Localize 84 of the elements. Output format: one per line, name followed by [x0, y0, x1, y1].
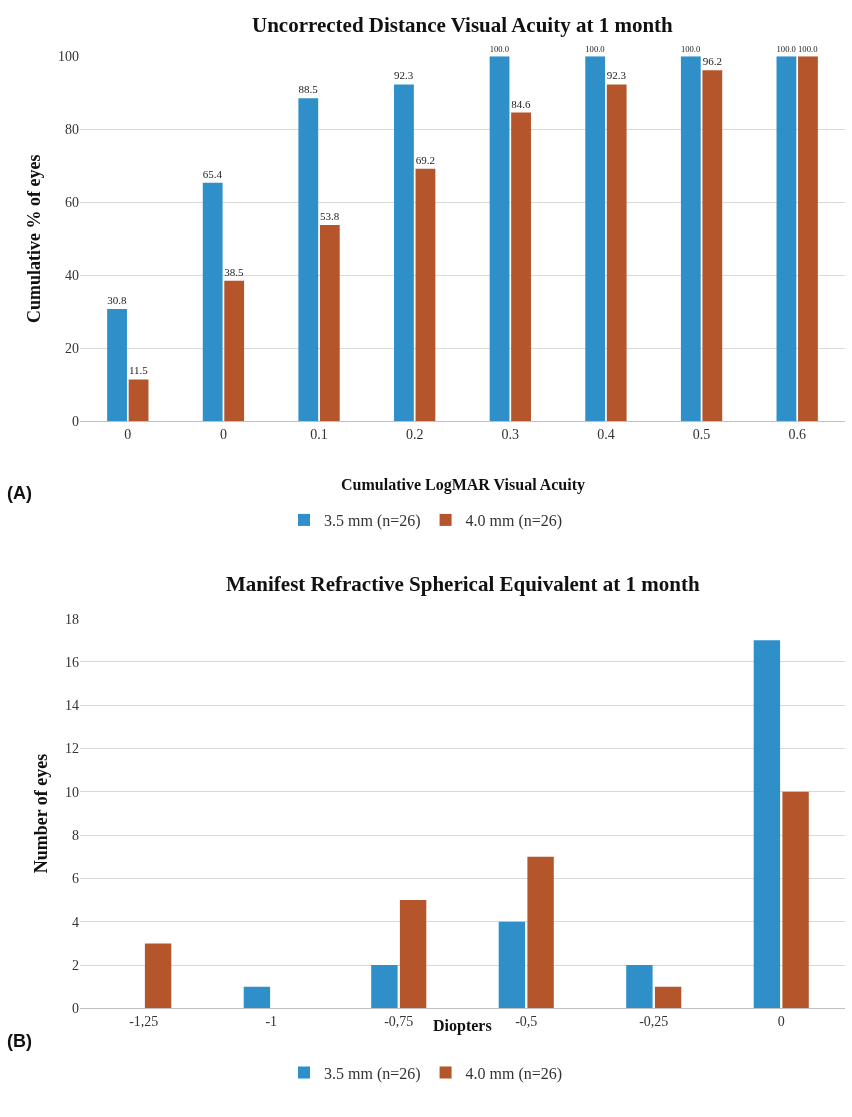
- data-label: 88.5: [298, 83, 319, 96]
- x-tick-label: -1: [265, 1014, 278, 1030]
- data-label: 65.4: [202, 167, 223, 180]
- bar: [527, 856, 554, 1009]
- bar: [511, 112, 531, 422]
- bar: [498, 921, 526, 1009]
- data-label: 100.0: [776, 43, 796, 54]
- bar: [144, 943, 172, 1009]
- bar: [626, 965, 653, 1009]
- bar: [415, 168, 436, 422]
- y-tick-label: 8: [72, 828, 79, 844]
- bar: [702, 70, 723, 422]
- data-label: 92.3: [394, 69, 414, 82]
- bar: [680, 56, 701, 422]
- data-label: 100.0: [680, 43, 701, 54]
- bar: [371, 965, 398, 1009]
- y-tick-label: 80: [65, 122, 79, 138]
- text: (B): [7, 1031, 32, 1051]
- bar: [319, 224, 340, 422]
- x-axis-title: Cumulative LogMAR Visual Acuity: [341, 476, 586, 494]
- y-tick-label: 60: [65, 195, 79, 211]
- x-tick-label: -1,25: [129, 1014, 159, 1030]
- y-tick-label: 100: [58, 49, 79, 65]
- legend-label: 4.0 mm (n=26): [465, 512, 563, 531]
- bar: [782, 791, 809, 1009]
- x-tick-label: 0.1: [310, 427, 328, 443]
- data-label: 30.8: [107, 293, 127, 306]
- data-label: 92.3: [606, 69, 627, 82]
- bar: [399, 900, 427, 1009]
- x-tick-label: 0.5: [692, 427, 711, 443]
- bar: [489, 56, 510, 422]
- data-label: 96.2: [702, 55, 722, 68]
- y-tick-label: 6: [72, 871, 79, 887]
- data-label: 69.2: [415, 153, 436, 166]
- x-tick-label: 0.2: [405, 427, 424, 443]
- chart-title: Manifest Refractive Spherical Equivalent at 1 month: [226, 572, 700, 596]
- bar: [394, 84, 414, 422]
- data-label: 100.0: [489, 43, 510, 54]
- data-label: 53.8: [319, 209, 340, 222]
- y-tick-label: 40: [65, 268, 79, 284]
- y-tick-label: 20: [65, 341, 79, 357]
- y-tick-label: 12: [65, 741, 79, 757]
- chart-title: Uncorrected Distance Visual Acuity at 1 month: [252, 13, 674, 37]
- text: (A): [7, 483, 32, 503]
- bar: [128, 379, 149, 422]
- bar: [224, 280, 245, 422]
- x-tick-label: 0.4: [597, 427, 615, 443]
- y-tick-label: 2: [72, 957, 79, 973]
- y-tick-label: 16: [65, 654, 79, 670]
- x-tick-label: -0,75: [384, 1014, 414, 1030]
- x-tick-label: 0: [777, 1014, 785, 1030]
- legend-label: 4.0 mm (n=26): [465, 1064, 563, 1083]
- bar: [298, 98, 319, 422]
- legend-label: 3.5 mm (n=26): [324, 512, 421, 531]
- bar: [202, 182, 223, 422]
- y-tick-label: 4: [72, 914, 79, 930]
- bar: [585, 56, 606, 422]
- data-label: 38.5: [224, 265, 245, 278]
- data-label: 100.0: [798, 43, 818, 54]
- x-tick-label: 0: [219, 427, 227, 443]
- x-axis-title: Diopters: [433, 1017, 492, 1035]
- bar: [753, 640, 781, 1009]
- y-tick-label: 0: [72, 414, 79, 430]
- y-axis-title: Number of eyes: [31, 753, 52, 874]
- legend-label: 3.5 mm (n=26): [324, 1064, 421, 1083]
- bar: [243, 986, 271, 1009]
- x-tick-label: 0.3: [501, 427, 520, 443]
- data-label: 84.6: [511, 97, 531, 110]
- x-tick-label: 0: [124, 427, 132, 443]
- y-axis-title: Cumulative % of eyes: [24, 154, 45, 324]
- bar: [606, 84, 627, 422]
- bar: [654, 986, 682, 1009]
- bar: [107, 308, 127, 422]
- bar: [798, 56, 818, 422]
- y-tick-label: 14: [65, 698, 79, 714]
- y-tick-label: 10: [65, 784, 79, 800]
- bar: [776, 56, 797, 422]
- x-tick-label: 0.6: [788, 427, 806, 443]
- x-tick-label: -0,5: [515, 1014, 538, 1030]
- data-label: 100.0: [585, 43, 605, 54]
- x-tick-label: -0,25: [639, 1014, 669, 1030]
- data-label: 11.5: [128, 364, 149, 377]
- y-tick-label: 0: [72, 1001, 79, 1017]
- y-tick-label: 18: [65, 611, 79, 627]
